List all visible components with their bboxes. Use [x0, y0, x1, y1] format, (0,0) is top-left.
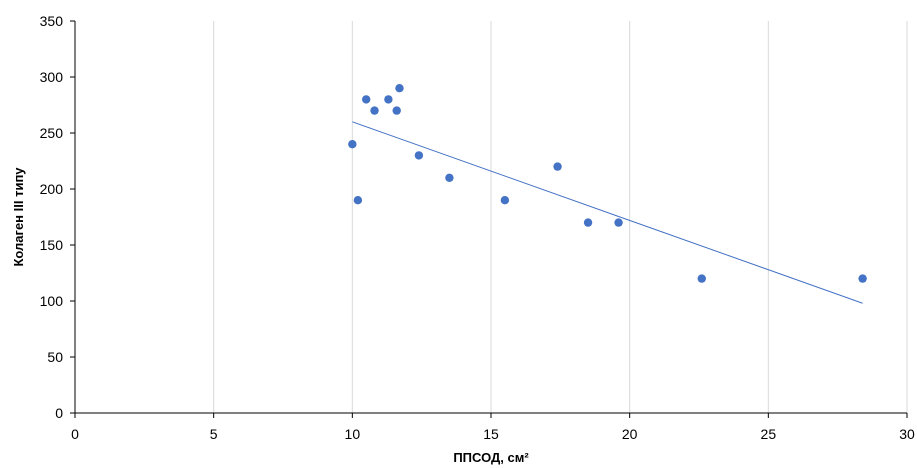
data-point [392, 106, 401, 115]
x-tick-label: 20 [622, 426, 638, 442]
y-tick-label: 0 [55, 405, 63, 421]
y-tick-label: 200 [40, 181, 64, 197]
x-tick-label: 30 [899, 426, 915, 442]
data-point [583, 218, 593, 227]
gridlines [213, 21, 908, 413]
x-tick-label: 10 [345, 426, 361, 442]
data-point [445, 173, 454, 182]
y-tick-labels: 0 50 100 150 200 250 300 350 [40, 13, 75, 421]
data-point [614, 218, 623, 227]
x-axis-title: ППСОД, см² [453, 450, 529, 465]
y-tick-label: 350 [40, 13, 64, 29]
data-point [395, 84, 404, 93]
data-points [348, 84, 867, 283]
x-tick-label: 25 [761, 426, 777, 442]
y-tick-label: 50 [47, 349, 63, 365]
data-point [353, 196, 363, 205]
y-tick-label: 300 [40, 69, 64, 85]
data-point [500, 196, 510, 205]
data-point [362, 95, 371, 104]
data-point [370, 106, 379, 115]
trendline [352, 121, 863, 304]
data-point [384, 95, 393, 104]
data-point [697, 274, 706, 283]
x-tick-label: 15 [483, 426, 499, 442]
y-tick-label: 250 [40, 125, 64, 141]
y-axis-title: Колаген ІІІ типу [11, 167, 26, 267]
x-tick-labels: 0 5 10 15 20 25 30 [71, 413, 915, 442]
data-point [858, 274, 867, 283]
x-tick-label: 5 [210, 426, 218, 442]
data-point [553, 162, 562, 171]
y-tick-label: 150 [40, 237, 64, 253]
data-point [414, 151, 424, 160]
data-point [348, 140, 357, 149]
y-tick-label: 100 [40, 293, 64, 309]
x-tick-label: 0 [71, 426, 79, 442]
